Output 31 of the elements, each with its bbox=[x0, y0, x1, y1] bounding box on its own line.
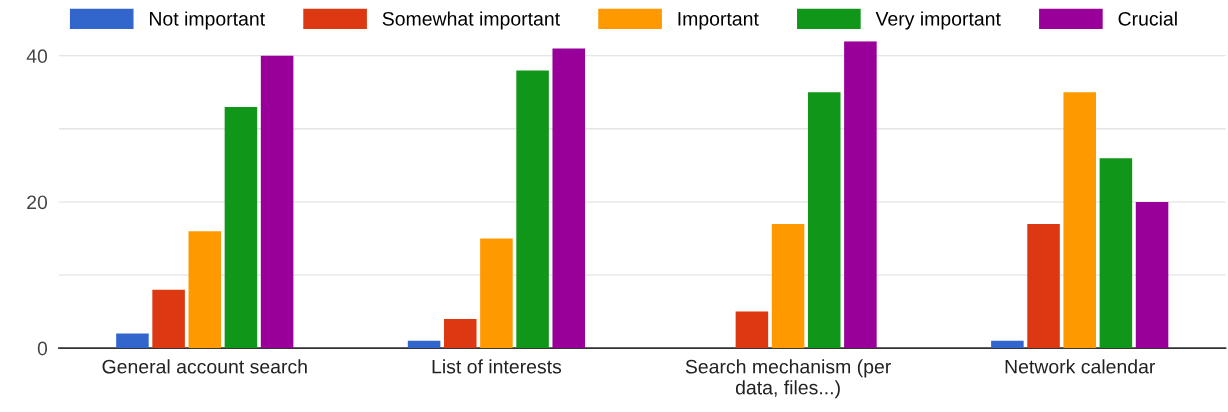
bar bbox=[188, 231, 222, 349]
legend-label: Crucial bbox=[1118, 11, 1177, 26]
legend-label: Very important bbox=[875, 11, 1001, 30]
y-tick-label: 0 bbox=[37, 341, 48, 356]
bar bbox=[807, 92, 841, 349]
bar bbox=[1099, 158, 1133, 349]
bar bbox=[1135, 201, 1169, 349]
bar bbox=[991, 340, 1024, 349]
bar bbox=[735, 311, 769, 349]
x-tick-label: General account search bbox=[102, 359, 307, 374]
legend-label: Important bbox=[678, 12, 759, 30]
bar bbox=[844, 41, 877, 349]
bar bbox=[443, 318, 477, 349]
bar bbox=[1027, 223, 1060, 349]
x-tick-label: Search mechanism (per data, files...) bbox=[685, 359, 891, 399]
bar bbox=[771, 223, 805, 349]
y-tick-label: 40 bbox=[26, 49, 48, 64]
bar bbox=[407, 340, 441, 349]
y-tick-label: 20 bbox=[27, 195, 48, 210]
bar bbox=[1063, 92, 1096, 349]
x-tick-label: Network calendar bbox=[1005, 359, 1156, 374]
bar bbox=[152, 289, 185, 349]
legend-label: Not important bbox=[149, 11, 265, 30]
bar bbox=[260, 55, 294, 349]
bar bbox=[480, 238, 513, 349]
bar bbox=[116, 333, 149, 349]
bar bbox=[224, 106, 258, 349]
bar bbox=[516, 70, 549, 349]
x-tick-label: List of interests bbox=[432, 359, 562, 374]
bar bbox=[552, 48, 586, 349]
legend-label: Somewhat important bbox=[382, 11, 560, 30]
